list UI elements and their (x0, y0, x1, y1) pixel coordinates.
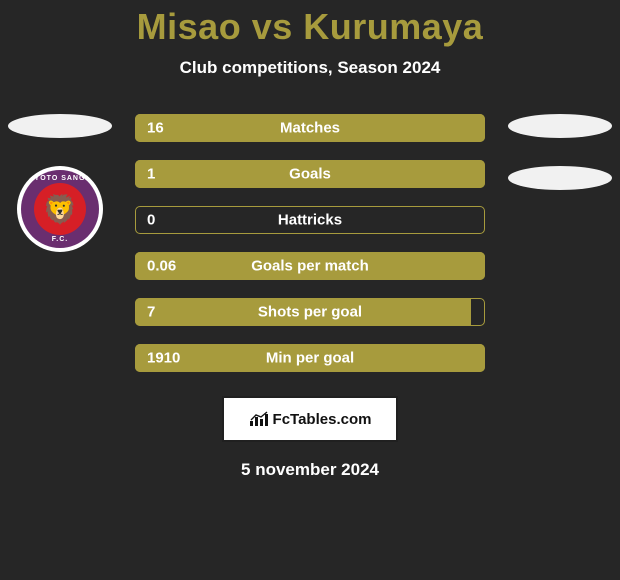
stat-row: 0Hattricks (135, 206, 485, 234)
bar-label: Hattricks (135, 212, 485, 229)
right-column (505, 114, 615, 218)
badge-text: FcTables.com (273, 411, 372, 428)
bar-label: Shots per goal (135, 304, 485, 321)
vs-text: vs (252, 6, 293, 47)
player2-name: Kurumaya (303, 6, 483, 47)
stat-row: 1Goals (135, 160, 485, 188)
left-ellipse (8, 114, 112, 138)
stat-row: 0.06Goals per match (135, 252, 485, 280)
comparison-infographic: Misao vs Kurumaya Club competitions, Sea… (0, 0, 620, 580)
bar-label: Min per goal (135, 350, 485, 367)
stat-row: 16Matches (135, 114, 485, 142)
logo-glyph: 🦁 (43, 193, 78, 226)
player1-name: Misao (137, 6, 242, 47)
date-text: 5 november 2024 (0, 460, 620, 480)
stats-area: KYOTO SANGA 🦁 F.C. 16Matches 1Goals 0Hattr… (0, 114, 620, 372)
bar-label: Matches (135, 120, 485, 137)
chart-icon (249, 411, 269, 427)
stat-row: 1910Min per goal (135, 344, 485, 372)
bar-label: Goals per match (135, 258, 485, 275)
page-title: Misao vs Kurumaya (0, 0, 620, 48)
bar-label: Goals (135, 166, 485, 183)
stat-bars: 16Matches 1Goals 0Hattricks 0.06Goals per m… (135, 114, 485, 372)
team-logo-wrap: KYOTO SANGA 🦁 F.C. (17, 166, 103, 252)
stat-row: 7Shots per goal (135, 298, 485, 326)
logo-text-top: KYOTO SANGA (21, 175, 99, 182)
subtitle: Club competitions, Season 2024 (0, 58, 620, 78)
team-logo: KYOTO SANGA 🦁 F.C. (21, 170, 99, 248)
logo-center-icon: 🦁 (34, 183, 86, 235)
right-ellipse-2 (508, 166, 612, 190)
left-column: KYOTO SANGA 🦁 F.C. (5, 114, 115, 252)
right-ellipse-1 (508, 114, 612, 138)
fctables-badge: FcTables.com (222, 396, 398, 442)
logo-text-bot: F.C. (21, 236, 99, 243)
